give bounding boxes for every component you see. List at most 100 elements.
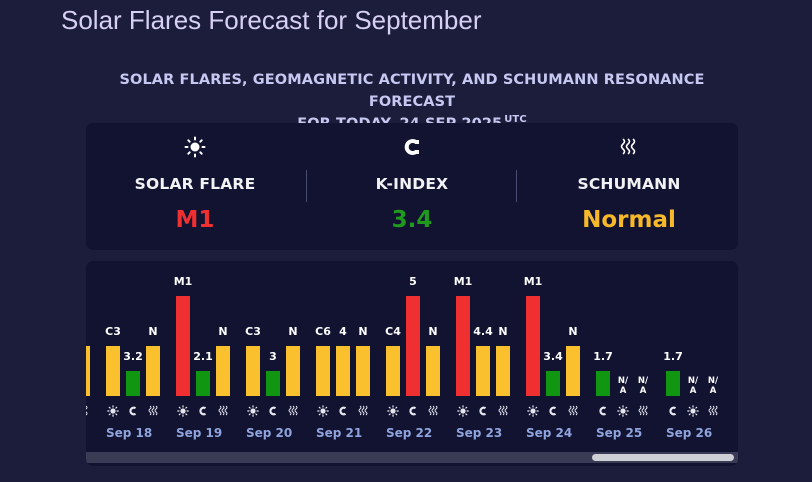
k-index-bar[interactable] bbox=[266, 371, 280, 396]
day-label: Sep 26 bbox=[666, 426, 713, 440]
sun-icon bbox=[615, 405, 631, 420]
magnet-icon bbox=[405, 405, 421, 420]
solar-flare-label: SOLAR FLARE bbox=[134, 175, 256, 193]
sun-icon bbox=[685, 405, 701, 420]
solar-flare-bar[interactable] bbox=[246, 346, 260, 396]
chart-scrollbar-track[interactable] bbox=[86, 452, 738, 463]
day-label: Sep 23 bbox=[456, 426, 503, 440]
divider bbox=[306, 170, 307, 202]
schumann-na-label: N/A bbox=[637, 376, 649, 396]
sun-icon bbox=[175, 405, 191, 420]
schumann-label: SCHUMANN bbox=[577, 175, 681, 193]
solar-flare-bar-label: C3 bbox=[245, 325, 261, 338]
waves-icon bbox=[425, 405, 441, 420]
waves-icon bbox=[705, 405, 721, 420]
k-index-bar-label: 2.1 bbox=[193, 350, 213, 363]
waves-icon bbox=[215, 405, 231, 420]
k-index-bar[interactable] bbox=[476, 346, 490, 396]
solar-flare-bar-label: C6 bbox=[315, 325, 331, 338]
divider bbox=[516, 170, 517, 202]
forecast-bar-chart[interactable]: C3 3.2 N Sep 18 M1 2.1 N Sep 19 C3 3 N Sep 20 C6 4 N Se… bbox=[86, 261, 738, 451]
chart-scrollbar-thumb[interactable] bbox=[592, 454, 734, 461]
magnet-icon bbox=[195, 405, 211, 420]
day-label: Sep 18 bbox=[106, 426, 153, 440]
day-label: Sep 24 bbox=[526, 426, 573, 440]
waves-icon bbox=[495, 405, 511, 420]
k-index-bar-label: 3 bbox=[269, 350, 277, 363]
sun-icon bbox=[245, 405, 261, 420]
schumann-na-label: N/A bbox=[707, 376, 719, 396]
waves-icon bbox=[520, 136, 738, 158]
solar-flare-bar[interactable] bbox=[456, 296, 470, 396]
solar-flare-bar-label: M1 bbox=[453, 275, 473, 288]
k-index-bar-label: 3.2 bbox=[123, 350, 143, 363]
k-index-bar-label: 1.7 bbox=[663, 350, 683, 363]
solar-flare-bar[interactable] bbox=[176, 296, 190, 396]
magnet-icon bbox=[335, 405, 351, 420]
k-index-bar[interactable] bbox=[666, 371, 680, 396]
k-index-bar[interactable] bbox=[196, 371, 210, 396]
solar-flare-bar[interactable] bbox=[106, 346, 120, 396]
utc-label: UTC bbox=[504, 114, 527, 126]
schumann-bar[interactable] bbox=[356, 346, 370, 396]
solar-flare-bar[interactable] bbox=[526, 296, 540, 396]
schumann-bar[interactable] bbox=[216, 346, 230, 396]
forecast-chart-card: C3 3.2 N Sep 18 M1 2.1 N Sep 19 C3 3 N Sep 20 C6 4 N Se… bbox=[86, 261, 738, 466]
solar-flare-bar-label: M1 bbox=[523, 275, 543, 288]
schumann-summary: SCHUMANN Normal bbox=[520, 123, 738, 250]
k-index-bar-label: 3.4 bbox=[543, 350, 563, 363]
solar-flare-bar-label: C4 bbox=[385, 325, 401, 338]
schumann-bar[interactable] bbox=[286, 346, 300, 396]
k-index-bar-label: 4.4 bbox=[473, 325, 493, 338]
k-index-bar[interactable] bbox=[336, 346, 350, 396]
day-label: Sep 20 bbox=[246, 426, 293, 440]
solar-flare-bar[interactable] bbox=[386, 346, 400, 396]
magnet-icon bbox=[303, 136, 521, 158]
waves-icon bbox=[86, 405, 91, 420]
schumann-bar[interactable] bbox=[426, 346, 440, 396]
schumann-bar[interactable] bbox=[566, 346, 580, 396]
k-index-summary: K-INDEX 3.4 bbox=[303, 123, 521, 250]
k-index-bar-label: 5 bbox=[409, 275, 417, 288]
magnet-icon bbox=[665, 405, 681, 420]
solar-flare-value: M1 bbox=[175, 207, 215, 233]
solar-flare-bar-label: C3 bbox=[105, 325, 121, 338]
magnet-icon bbox=[545, 405, 561, 420]
schumann-bar-label: N bbox=[148, 325, 158, 338]
magnet-icon bbox=[125, 405, 141, 420]
day-label: Sep 22 bbox=[386, 426, 433, 440]
magnet-icon bbox=[265, 405, 281, 420]
k-index-bar[interactable] bbox=[126, 371, 140, 396]
day-label: Sep 19 bbox=[176, 426, 223, 440]
magnet-icon bbox=[595, 405, 611, 420]
k-index-value: 3.4 bbox=[391, 207, 433, 233]
waves-icon bbox=[285, 405, 301, 420]
sun-icon bbox=[105, 405, 121, 420]
k-index-bar[interactable] bbox=[406, 296, 420, 396]
schumann-bar-label: N bbox=[358, 325, 368, 338]
schumann-value: Normal bbox=[582, 207, 676, 233]
page-title: Solar Flares Forecast for September bbox=[61, 5, 482, 35]
day-label: Sep 25 bbox=[596, 426, 643, 440]
schumann-bar[interactable] bbox=[146, 346, 160, 396]
sun-icon bbox=[525, 405, 541, 420]
sun-icon bbox=[385, 405, 401, 420]
schumann-bar-label: N bbox=[428, 325, 438, 338]
sun-icon bbox=[315, 405, 331, 420]
waves-icon bbox=[565, 405, 581, 420]
waves-icon bbox=[355, 405, 371, 420]
solar-flare-bar-label: M1 bbox=[173, 275, 193, 288]
solar-flare-na-label: N/A bbox=[617, 376, 629, 396]
schumann-bar-label: N bbox=[288, 325, 298, 338]
solar-flare-summary: SOLAR FLARE M1 bbox=[86, 123, 304, 250]
schumann-bar[interactable] bbox=[86, 346, 90, 396]
schumann-bar-label: N bbox=[498, 325, 508, 338]
k-index-bar[interactable] bbox=[546, 371, 560, 396]
schumann-bar[interactable] bbox=[496, 346, 510, 396]
subtitle-line1: SOLAR FLARES, GEOMAGNETIC ACTIVITY, AND … bbox=[119, 72, 705, 110]
k-index-bar[interactable] bbox=[596, 371, 610, 396]
sun-icon bbox=[455, 405, 471, 420]
today-summary-card: SOLAR FLARE M1 K-INDEX 3.4 SCHUMANN bbox=[86, 123, 738, 250]
k-index-bar-label: 1.7 bbox=[593, 350, 613, 363]
solar-flare-bar[interactable] bbox=[316, 346, 330, 396]
